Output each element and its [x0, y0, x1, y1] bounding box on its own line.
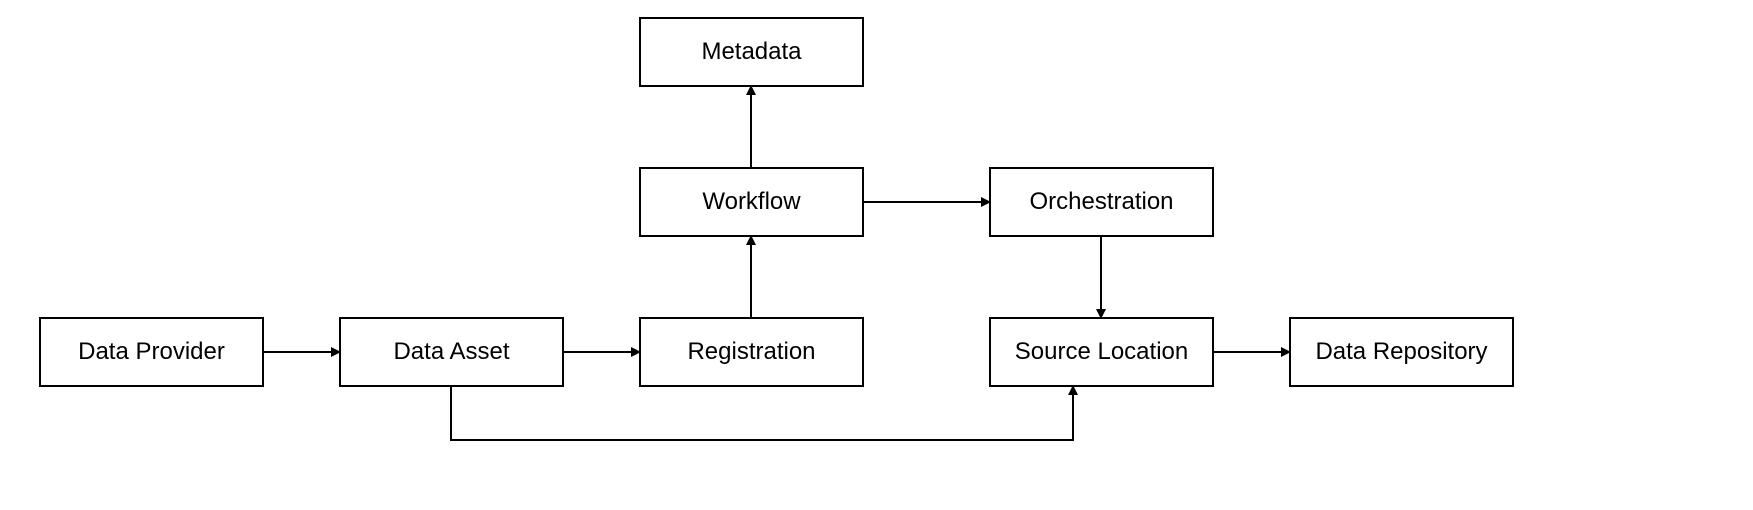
node-registration: Registration — [639, 317, 864, 387]
node-label: Data Asset — [393, 338, 509, 366]
node-label: Data Provider — [78, 338, 225, 366]
node-label: Workflow — [702, 188, 800, 216]
node-source-location: Source Location — [989, 317, 1214, 387]
node-label: Registration — [687, 338, 815, 366]
diagram-canvas: Data Provider Data Asset Registration Workf… — [0, 0, 1753, 510]
node-label: Data Repository — [1315, 338, 1487, 366]
node-data-repository: Data Repository — [1289, 317, 1514, 387]
node-data-provider: Data Provider — [39, 317, 264, 387]
node-workflow: Workflow — [639, 167, 864, 237]
edge-data-asset-to-source-location — [451, 387, 1073, 440]
node-orchestration: Orchestration — [989, 167, 1214, 237]
node-data-asset: Data Asset — [339, 317, 564, 387]
node-metadata: Metadata — [639, 17, 864, 87]
node-label: Orchestration — [1029, 188, 1173, 216]
node-label: Metadata — [701, 38, 801, 66]
edges-layer — [0, 0, 1753, 510]
node-label: Source Location — [1015, 338, 1188, 366]
